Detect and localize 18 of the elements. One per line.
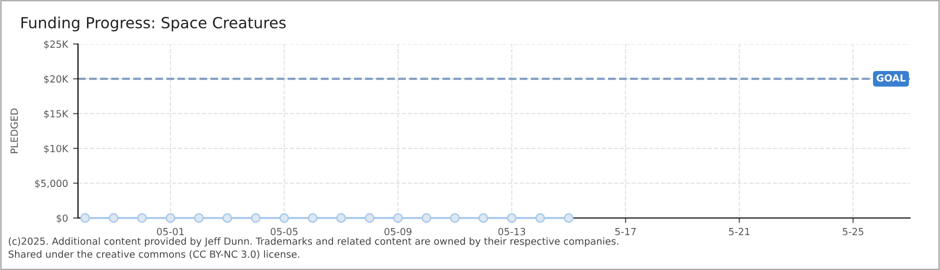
- y-tick-label: $20K: [44, 75, 68, 84]
- y-tick-label: $0: [56, 214, 68, 224]
- y-tick-label: $10K: [44, 144, 68, 154]
- y-tick-label: $25K: [44, 40, 68, 50]
- ref-line-label: GOAL: [876, 74, 906, 82]
- y-axis-title: PLEDGED: [10, 108, 18, 154]
- x-tick-label: 5-25: [842, 228, 864, 236]
- y-tick-label: $5,000: [35, 180, 68, 188]
- text: Shared under the creative commons (CC BY-NC 3.0) license.: [8, 250, 300, 259]
- x-tick-label: 5-17: [615, 228, 636, 236]
- x-tick-label: 05-05: [270, 228, 298, 236]
- chart-title: Funding Progress: Space Creatures: [22, 16, 286, 32]
- x-tick-label: 05-13: [498, 228, 526, 236]
- y-tick-label: $15K: [44, 110, 68, 119]
- x-tick-label: 05-01: [156, 228, 184, 236]
- x-tick-label: 5-21: [729, 228, 750, 236]
- x-tick-label: 05-09: [384, 228, 412, 236]
- text: (c)2025. Additional content provided by Jeff Dunn. Trademarks and related content are owned by their respective companies.: [8, 237, 618, 247]
